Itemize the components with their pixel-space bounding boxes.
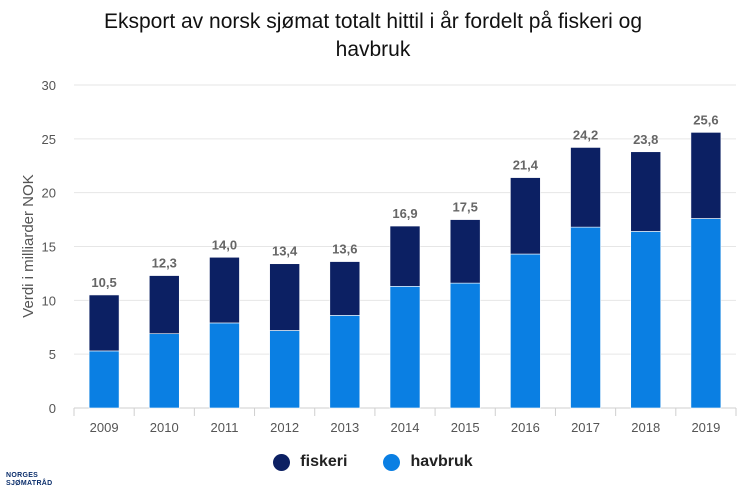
bar-havbruk-2018[interactable] <box>630 231 662 409</box>
legend-item-havbruk[interactable]: havbruk <box>383 453 473 471</box>
chart-title-line-1: Eksport av norsk sjømat totalt hittil i … <box>103 10 643 33</box>
bar-fiskeri-2012[interactable] <box>269 263 300 331</box>
bar-fiskeri-2010[interactable] <box>148 275 180 335</box>
bar-fiskeri-2018[interactable] <box>630 151 662 232</box>
y-tick-label: 30 <box>42 78 56 93</box>
total-label-2015: 17,5 <box>453 200 478 215</box>
bar-havbruk-2013[interactable] <box>329 315 361 409</box>
norges-sjomatrad-logo: NORGES SJØMATRÅD <box>6 472 53 488</box>
chart-title: Eksport av norsk sjømat totalt hittil i … <box>0 8 746 64</box>
bar-fiskeri-2019[interactable] <box>690 132 722 219</box>
legend-item-fiskeri[interactable]: fiskeri <box>273 453 347 471</box>
bar-havbruk-2015[interactable] <box>449 282 481 409</box>
chart-title-line-2: havbruk <box>335 38 411 61</box>
bar-fiskeri-2014[interactable] <box>389 225 421 287</box>
y-tick-label: 10 <box>42 293 56 308</box>
bar-fiskeri-2016[interactable] <box>510 177 541 255</box>
y-tick-label: 0 <box>49 401 56 416</box>
y-tick-label: 25 <box>42 132 56 147</box>
logo-line-2: SJØMATRÅD <box>6 480 53 487</box>
y-tick-label: 20 <box>42 186 56 201</box>
legend-label-fiskeri: fiskeri <box>300 453 348 470</box>
bar-havbruk-2016[interactable] <box>510 253 541 409</box>
total-label-2010: 12,3 <box>152 256 177 271</box>
x-tick-label: 2009 <box>90 420 119 435</box>
x-tick-label: 2017 <box>571 420 600 435</box>
bar-fiskeri-2011[interactable] <box>209 256 240 324</box>
x-tick-label: 2018 <box>631 420 660 435</box>
bar-havbruk-2019[interactable] <box>690 218 722 409</box>
bar-fiskeri-2009[interactable] <box>88 294 120 352</box>
total-label-2011: 14,0 <box>212 237 237 252</box>
bar-havbruk-2012[interactable] <box>269 330 300 409</box>
bar-havbruk-2010[interactable] <box>148 333 180 409</box>
bar-fiskeri-2015[interactable] <box>449 219 481 284</box>
logo-line-1: NORGES <box>6 472 39 479</box>
bar-fiskeri-2013[interactable] <box>329 261 361 316</box>
legend: fiskeri havbruk <box>0 453 746 471</box>
total-label-2017: 24,2 <box>573 127 598 142</box>
total-label-2013: 13,6 <box>332 242 357 257</box>
y-tick-label: 5 <box>49 347 56 362</box>
x-tick-label: 2012 <box>270 420 299 435</box>
y-axis-label: Verdi i milliarder NOK <box>20 174 37 317</box>
bar-havbruk-2011[interactable] <box>209 322 240 409</box>
legend-label-havbruk: havbruk <box>410 453 473 470</box>
total-label-2012: 13,4 <box>272 244 298 259</box>
x-tick-label: 2019 <box>691 420 720 435</box>
legend-swatch-fiskeri <box>273 453 291 471</box>
x-tick-label: 2014 <box>391 420 420 435</box>
legend-swatch-havbruk <box>383 453 401 471</box>
x-tick-label: 2011 <box>210 420 238 435</box>
x-tick-label: 2015 <box>451 420 480 435</box>
y-tick-label: 15 <box>42 240 56 255</box>
total-label-2016: 21,4 <box>513 158 539 173</box>
bar-fiskeri-2017[interactable] <box>570 147 601 228</box>
x-tick-label: 2016 <box>511 420 540 435</box>
total-label-2014: 16,9 <box>392 206 417 221</box>
x-tick-label: 2010 <box>150 420 179 435</box>
total-label-2019: 25,6 <box>693 112 718 127</box>
total-label-2018: 23,8 <box>633 132 658 147</box>
bar-havbruk-2014[interactable] <box>389 286 421 409</box>
bar-havbruk-2009[interactable] <box>88 350 120 409</box>
bar-havbruk-2017[interactable] <box>570 226 601 409</box>
total-label-2009: 10,5 <box>91 275 116 290</box>
x-tick-label: 2013 <box>330 420 359 435</box>
